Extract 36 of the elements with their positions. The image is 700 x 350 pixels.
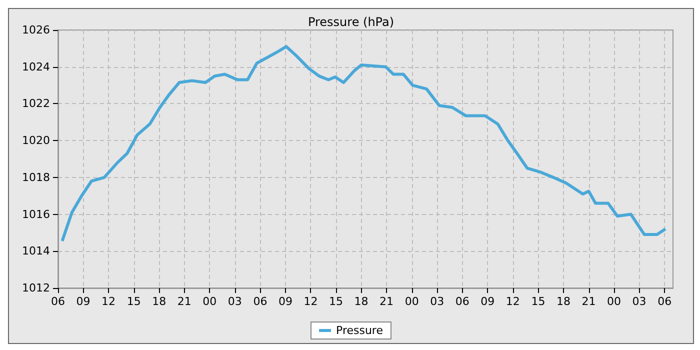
y-tick-label: 1014 bbox=[22, 244, 50, 258]
x-tick-label: 09 bbox=[480, 295, 495, 308]
x-tick-label: 18 bbox=[354, 295, 368, 308]
y-tick-label: 1026 bbox=[22, 24, 50, 36]
legend-label: Pressure bbox=[336, 324, 384, 337]
y-tick-label: 1024 bbox=[22, 60, 50, 74]
x-tick-label: 18 bbox=[152, 295, 166, 308]
x-tick-label: 00 bbox=[607, 295, 622, 308]
chart-title: Pressure (hPa) bbox=[308, 15, 394, 29]
x-tick-label: 00 bbox=[202, 295, 217, 308]
y-tick-label: 1020 bbox=[22, 134, 50, 148]
y-tick-label: 1022 bbox=[22, 97, 50, 110]
x-tick-label: 15 bbox=[126, 295, 141, 308]
y-tick-label: 1016 bbox=[22, 208, 50, 221]
x-tick-label: 03 bbox=[228, 295, 242, 308]
line-series bbox=[60, 45, 667, 243]
x-tick-label: 18 bbox=[556, 295, 570, 308]
x-tick-label: 21 bbox=[380, 295, 394, 308]
x-tick-label: 00 bbox=[404, 295, 419, 308]
x-tick-label: 03 bbox=[430, 295, 444, 308]
x-tick-label: 06 bbox=[455, 295, 470, 308]
x-tick-label: 06 bbox=[253, 295, 268, 308]
x-tick-label: 09 bbox=[278, 295, 292, 308]
x-tick-label: 09 bbox=[76, 295, 90, 308]
x-tick-label: 15 bbox=[329, 295, 344, 308]
x-tick-label: 12 bbox=[102, 295, 116, 308]
y-tick-label: 1018 bbox=[22, 170, 50, 184]
x-tick-label: 06 bbox=[51, 295, 65, 308]
x-tick-label: 21 bbox=[582, 295, 596, 308]
x-tick-label: 12 bbox=[304, 295, 318, 308]
x-tick-label: 06 bbox=[658, 295, 672, 308]
x-tick-label: 03 bbox=[632, 295, 646, 308]
x-tick-label: 15 bbox=[531, 295, 546, 308]
x-tick-label: 12 bbox=[506, 295, 520, 308]
x-tick-label: 21 bbox=[177, 295, 192, 308]
y-tick-label: 1012 bbox=[22, 282, 50, 294]
